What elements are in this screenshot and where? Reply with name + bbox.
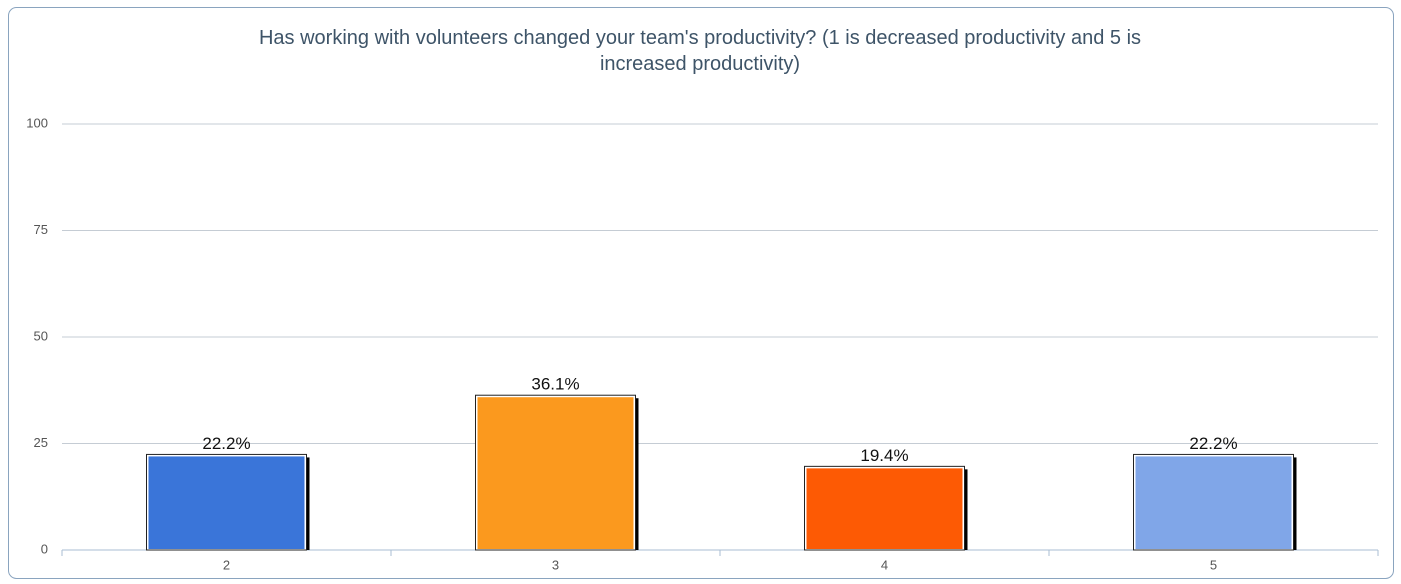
bar-outline [1133, 453, 1294, 551]
x-tick-label: 4 [881, 557, 888, 572]
y-tick-label: 100 [26, 115, 48, 130]
bar [475, 395, 636, 551]
value-label: 22.2% [1189, 434, 1237, 453]
value-label: 36.1% [531, 375, 579, 394]
y-tick-label: 25 [34, 435, 48, 450]
chart-title: Has working with volunteers changed your… [258, 27, 1142, 75]
bar [146, 454, 307, 552]
frame [8, 7, 1394, 579]
y-tick-label: 50 [34, 328, 48, 343]
bar-outline [146, 453, 307, 551]
bar [804, 466, 965, 551]
bar [1133, 454, 1294, 552]
x-tick-label: 3 [552, 557, 559, 572]
bar-outline [475, 394, 636, 551]
value-label: 22.2% [202, 434, 250, 453]
y-tick-label: 75 [34, 222, 48, 237]
bar-outline [804, 465, 965, 551]
x-tick-label: 5 [1210, 557, 1217, 572]
value-label: 19.4% [860, 446, 908, 465]
y-tick-label: 0 [41, 541, 48, 556]
x-tick-label: 2 [223, 557, 230, 572]
